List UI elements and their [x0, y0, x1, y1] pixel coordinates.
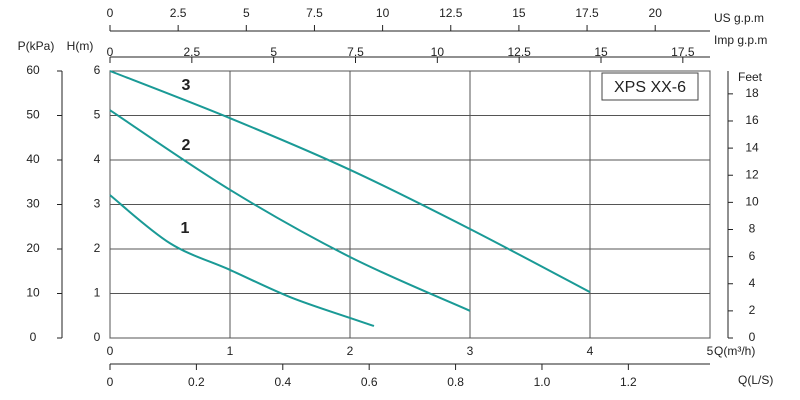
y-axis-label: H(m): [67, 39, 94, 53]
tick-label: 12.5: [439, 6, 463, 20]
tick-label: 12: [745, 167, 759, 181]
tick-label: 17.5: [671, 45, 695, 59]
tick-label: 40: [26, 152, 40, 166]
y-tick-label: 0: [94, 330, 101, 344]
tick-label: 0: [107, 6, 114, 20]
tick-label: 6: [749, 249, 756, 263]
tick-label: 12.5: [507, 45, 531, 59]
tick-label: 10: [26, 286, 40, 300]
tick-label: 15: [512, 6, 526, 20]
tick-label: 5: [243, 6, 250, 20]
x-tick-label: 4: [587, 344, 594, 358]
tick-label: 8: [749, 222, 756, 236]
axis-label: US g.p.m: [714, 11, 764, 25]
axis-label: Q(L/S): [738, 373, 773, 387]
tick-label: 17.5: [575, 6, 599, 20]
curve-label: 3: [182, 77, 191, 94]
tick-label: 10: [376, 6, 390, 20]
tick-label: 20: [649, 6, 663, 20]
pump-curve: [109, 109, 471, 312]
axis-label: Imp g.p.m: [714, 33, 767, 47]
tick-label: 1.2: [620, 375, 637, 389]
x-tick-label: 5: [707, 344, 714, 358]
tick-label: 10: [431, 45, 445, 59]
y-tick-label: 2: [94, 241, 101, 255]
tick-label: 0: [107, 375, 114, 389]
tick-label: 0.6: [361, 375, 378, 389]
tick-label: 5: [270, 45, 277, 59]
tick-label: 2: [749, 303, 756, 317]
y-tick-label: 4: [94, 152, 101, 166]
x-tick-label: 2: [347, 344, 354, 358]
tick-label: 4: [749, 276, 756, 290]
y-tick-label: 1: [94, 286, 101, 300]
tick-label: 0.2: [188, 375, 205, 389]
tick-label: 0: [107, 45, 114, 59]
tick-label: 0.4: [274, 375, 291, 389]
y-tick-label: 6: [94, 63, 101, 77]
curve-label: 1: [181, 220, 190, 237]
tick-label: 0.8: [447, 375, 464, 389]
tick-label: 10: [745, 195, 759, 209]
chart-title: XPS XX-6: [614, 79, 686, 96]
curve-label: 2: [182, 137, 191, 154]
y-tick-label: 3: [94, 197, 101, 211]
tick-label: 50: [26, 108, 40, 122]
tick-label: 18: [745, 86, 759, 100]
x-tick-label: 3: [467, 344, 474, 358]
tick-label: 14: [745, 140, 759, 154]
x-axis-label: Q(m³/h): [714, 344, 755, 358]
tick-label: 60: [26, 63, 40, 77]
tick-label: 16: [745, 113, 759, 127]
axis-label: P(kPa): [18, 39, 55, 53]
tick-label: 15: [594, 45, 608, 59]
tick-label: 30: [26, 197, 40, 211]
tick-label: 2.5: [183, 45, 200, 59]
x-tick-label: 0: [107, 344, 114, 358]
tick-label: 7.5: [306, 6, 323, 20]
axis-label: Feet: [738, 70, 763, 84]
title-box: [601, 72, 699, 101]
tick-label: 2.5: [170, 6, 187, 20]
pump-curve: [109, 194, 375, 327]
y-tick-label: 5: [94, 108, 101, 122]
x-tick-label: 1: [227, 344, 234, 358]
tick-label: 7.5: [347, 45, 364, 59]
tick-label: 20: [26, 241, 40, 255]
tick-label: 0: [30, 330, 37, 344]
tick-label: 0: [749, 330, 756, 344]
pump-curve: [109, 70, 591, 294]
tick-label: 1.0: [534, 375, 551, 389]
